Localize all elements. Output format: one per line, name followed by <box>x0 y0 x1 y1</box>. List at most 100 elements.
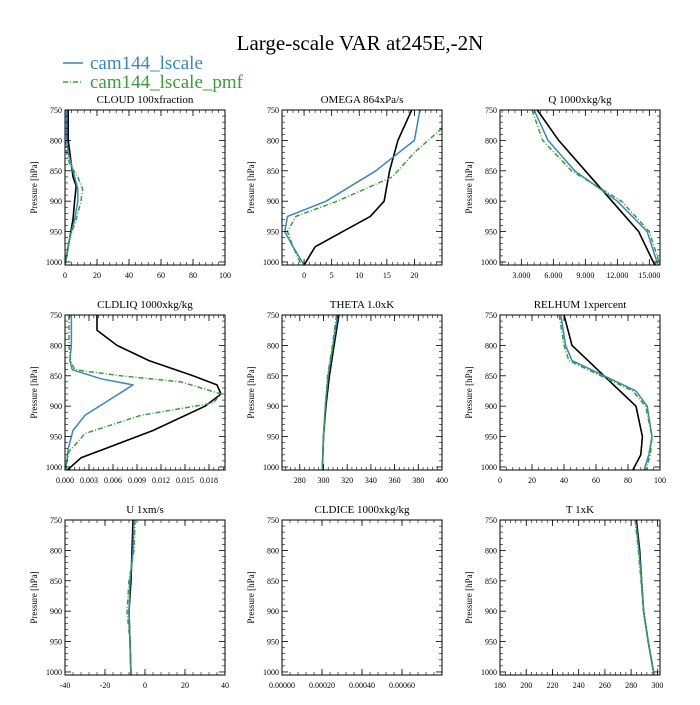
x-tick-label: 40 <box>560 476 568 485</box>
x-tick-label: 380 <box>412 476 424 485</box>
x-tick-label: 300 <box>651 681 663 690</box>
x-tick-label: 10 <box>355 271 363 280</box>
x-tick-label: 0 <box>498 476 502 485</box>
panel-title: OMEGA 864xPa/s <box>321 94 404 106</box>
series-line-obs <box>536 110 656 265</box>
x-tick-label: 280 <box>625 681 637 690</box>
y-tick-label: 900 <box>50 402 62 411</box>
y-tick-label: 1000 <box>46 258 62 267</box>
y-tick-label: 1000 <box>263 668 279 677</box>
y-axis-label: Pressure [hPa] <box>29 161 39 213</box>
legend-label-cam144_lscale_pmf: cam144_lscale_pmf <box>90 72 244 93</box>
series-line-cam144_lscale <box>634 520 655 675</box>
y-tick-label: 750 <box>267 106 279 115</box>
panel-3: 3.000 6.000 9.000 12.000 15.000 750 800 850 900 9… <box>464 94 661 280</box>
x-tick-label: 12.000 <box>606 271 628 280</box>
y-axis-label: Pressure [hPa] <box>246 161 256 213</box>
x-tick-label: 0.00040 <box>349 681 375 690</box>
y-tick-label: 750 <box>267 311 279 320</box>
y-axis-label: Pressure [hPa] <box>464 161 474 213</box>
y-tick-label: 850 <box>485 577 497 586</box>
x-tick-label: 20 <box>93 271 101 280</box>
panel-frame <box>64 109 226 266</box>
y-tick-label: 800 <box>267 136 279 145</box>
panel-title: Q 1000xkg/kg <box>548 94 612 106</box>
y-tick-label: 850 <box>267 372 279 381</box>
x-tick-label: 0.00000 <box>269 681 295 690</box>
y-tick-label: 850 <box>485 372 497 381</box>
x-tick-label: 15.000 <box>638 271 660 280</box>
x-tick-label: 20 <box>181 681 189 690</box>
panel-5: 280 300 320 340 360 380 400 750 800 850 900 950 1000… <box>246 299 448 485</box>
x-tick-label: 3.000 <box>512 271 530 280</box>
x-tick-label: 320 <box>341 476 353 485</box>
y-tick-label: 1000 <box>263 463 279 472</box>
x-tick-label: 0 <box>63 271 67 280</box>
series-line-cam144_lscale <box>284 110 421 265</box>
y-axis-label: Pressure [hPa] <box>29 366 39 418</box>
y-tick-label: 800 <box>485 136 497 145</box>
y-tick-label: 950 <box>267 433 279 442</box>
x-tick-label: 280 <box>294 476 306 485</box>
y-tick-label: 750 <box>50 516 62 525</box>
y-tick-label: 950 <box>485 433 497 442</box>
y-tick-label: 750 <box>485 311 497 320</box>
series-line-obs <box>563 315 644 470</box>
series-line-cam144_lscale_pmf <box>65 315 222 470</box>
y-tick-label: 750 <box>50 106 62 115</box>
series-line-obs <box>635 520 655 675</box>
y-tick-label: 1000 <box>481 258 497 267</box>
y-tick-label: 950 <box>50 638 62 647</box>
y-tick-label: 1000 <box>481 463 497 472</box>
y-tick-label: 800 <box>267 546 279 555</box>
x-tick-label: 0.012 <box>152 476 170 485</box>
panel-series-group <box>65 110 84 265</box>
y-axis-label: Pressure [hPa] <box>29 571 39 623</box>
series-line-cam144_lscale_pmf <box>65 110 84 265</box>
series-line-obs <box>66 315 222 470</box>
x-tick-label: 100 <box>219 271 231 280</box>
series-line-cam144_lscale <box>65 315 134 470</box>
y-tick-label: 750 <box>485 516 497 525</box>
series-line-obs <box>303 110 413 265</box>
x-tick-label: 200 <box>520 681 532 690</box>
panel-series-group <box>558 315 653 470</box>
panel-2: 0 5 10 15 20 750 800 850 900 950 1000 OMEGA 864xPa/… <box>246 94 443 280</box>
y-tick-label: 800 <box>267 341 279 350</box>
y-tick-label: 750 <box>50 311 62 320</box>
panel-title: RELHUM 1xpercent <box>534 299 627 311</box>
y-tick-label: 950 <box>485 228 497 237</box>
panel-8: 0.00000 0.00020 0.00040 0.00060 750 800 850 900… <box>246 504 443 690</box>
x-tick-label: 0.015 <box>176 476 194 485</box>
panel-frame <box>281 519 443 676</box>
y-tick-label: 1000 <box>46 463 62 472</box>
panel-frame <box>281 109 443 266</box>
y-tick-label: 900 <box>485 607 497 616</box>
x-tick-label: 180 <box>494 681 506 690</box>
y-tick-label: 800 <box>485 546 497 555</box>
panel-4: 0.000 0.003 0.006 0.009 0.012 0.015 0.018 750 80… <box>29 299 226 485</box>
y-tick-label: 850 <box>50 372 62 381</box>
x-tick-label: -40 <box>60 681 71 690</box>
series-line-obs <box>321 315 340 470</box>
x-tick-label: 0.00060 <box>389 681 415 690</box>
x-tick-label: 5 <box>330 271 334 280</box>
y-tick-label: 850 <box>485 167 497 176</box>
series-line-cam144_lscale <box>533 110 659 265</box>
y-tick-label: 950 <box>50 433 62 442</box>
panel-frame <box>499 109 661 266</box>
panel-9: 180 200 220 240 260 280 300 750 800 850 900 950 1000… <box>464 504 663 690</box>
series-line-cam144_lscale_pmf <box>558 315 653 470</box>
x-tick-label: -20 <box>100 681 111 690</box>
y-tick-label: 950 <box>485 638 497 647</box>
x-tick-label: 0.018 <box>200 476 218 485</box>
x-tick-label: 300 <box>317 476 329 485</box>
x-tick-label: 220 <box>546 681 558 690</box>
panel-series-group <box>126 520 136 675</box>
y-tick-label: 800 <box>485 341 497 350</box>
y-tick-label: 950 <box>267 638 279 647</box>
panel-frame <box>64 314 226 471</box>
series-line-cam144_lscale <box>560 315 653 470</box>
panel-frame <box>64 519 226 676</box>
